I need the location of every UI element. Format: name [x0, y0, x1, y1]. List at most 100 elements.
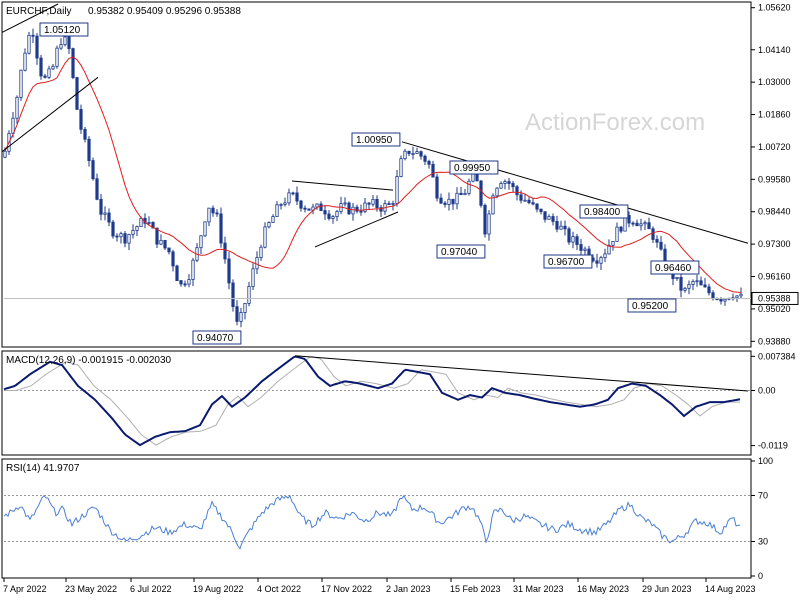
candle-body	[123, 233, 127, 244]
triangle-upper-line	[291, 180, 394, 191]
candle-body	[27, 34, 31, 54]
candle-body	[675, 276, 679, 279]
level-label-box	[449, 160, 499, 175]
candle-body	[603, 253, 607, 259]
candle-body	[259, 246, 263, 258]
candle-body	[459, 192, 463, 196]
level-label-box	[543, 254, 593, 269]
candle-body	[599, 257, 603, 264]
candle-body	[47, 68, 51, 78]
candle-body	[351, 206, 355, 215]
candle-body	[687, 284, 691, 289]
candle-body	[555, 221, 559, 230]
candle-body	[191, 259, 195, 280]
watermark: ActionForex.com	[525, 109, 705, 136]
date-tick-label: 15 Feb 2023	[450, 584, 501, 594]
candle-body	[379, 207, 383, 212]
candle-body	[579, 244, 583, 251]
level-label-box	[579, 204, 629, 219]
candle-body	[683, 287, 687, 291]
current-price-tag	[751, 291, 799, 305]
macd-trendline	[294, 355, 749, 392]
candle-body	[283, 202, 287, 205]
candle-body	[243, 303, 247, 313]
rsi-tick-label: 70	[758, 491, 768, 501]
candle-body	[619, 226, 623, 232]
level-label: 0.95200	[632, 301, 669, 312]
candle-body	[627, 215, 631, 224]
channel-upper-line	[1, 3, 59, 33]
candle-body	[215, 212, 219, 215]
candle-body	[119, 233, 123, 238]
candle-body	[175, 265, 179, 282]
candle-body	[155, 227, 159, 245]
date-tick-label: 23 May 2022	[65, 584, 117, 594]
date-tick-label: 29 Jun 2023	[642, 584, 692, 594]
candle-body	[491, 195, 495, 215]
level-label: 0.98400	[584, 207, 621, 218]
price-tick-label: 0.93880	[758, 336, 791, 346]
candle-body	[255, 257, 259, 270]
candle-body	[611, 241, 615, 246]
candle-body	[127, 233, 131, 244]
candle-body	[723, 298, 727, 302]
candle-body	[523, 199, 527, 202]
candle-body	[343, 202, 347, 205]
candle-body	[463, 192, 467, 196]
candle-body	[183, 283, 187, 286]
level-label-box	[650, 260, 700, 275]
candle-body	[455, 192, 459, 205]
candle-body	[527, 199, 531, 204]
candle-body	[223, 242, 227, 260]
candle-body	[699, 280, 703, 286]
candle-body	[399, 158, 403, 177]
price-series: 1.05120 1.00950 0.99950 0.98400 0.97040 0.967…	[1, 3, 751, 345]
candle-body	[139, 217, 143, 227]
candle-body	[83, 128, 87, 140]
date-tick-label: 6 Jul 2022	[130, 584, 172, 594]
candle-body	[539, 208, 543, 213]
candle-body	[131, 230, 135, 235]
candle-body	[559, 225, 563, 230]
date-tick-label: 17 Nov 2022	[321, 584, 372, 594]
rsi-tick-label: 100	[758, 456, 773, 466]
candle-body	[419, 151, 423, 157]
candle-body	[99, 198, 103, 215]
candle-body	[163, 239, 167, 249]
rsi-tick-label: 0	[758, 571, 763, 581]
candle-body	[87, 138, 91, 161]
candle-body	[219, 213, 223, 244]
level-label-box	[192, 330, 242, 345]
candle-body	[547, 216, 551, 220]
candle-body	[519, 194, 523, 201]
date-tick-label: 7 Apr 2022	[3, 584, 47, 594]
candle-body	[203, 221, 207, 237]
level-label: 0.96700	[548, 257, 585, 268]
price-tick-label: 1.05620	[758, 3, 791, 13]
candle-body	[487, 213, 491, 235]
candle-body	[363, 202, 367, 212]
candle-body	[271, 216, 275, 223]
rsi-tick-label: 30	[758, 537, 768, 547]
price-panel	[1, 1, 752, 348]
candle-body	[615, 226, 619, 242]
macd-panel	[1, 350, 752, 456]
rsi-title: RSI(14) 41.9707	[6, 463, 80, 474]
candle-body	[499, 183, 503, 189]
candle-body	[307, 208, 311, 211]
candle-body	[403, 150, 407, 160]
candle-body	[63, 36, 67, 46]
descending-trendline	[401, 141, 749, 244]
candle-body	[679, 276, 683, 291]
candle-body	[187, 279, 191, 285]
ohlc-readout: 0.95382 0.95409 0.95296 0.95388	[88, 6, 241, 17]
candle-body	[15, 96, 19, 119]
candle-body	[639, 223, 643, 227]
candle-body	[567, 228, 571, 243]
candle-body	[315, 203, 319, 208]
candle-body	[439, 197, 443, 204]
candle-body	[711, 292, 715, 300]
candle-body	[451, 198, 455, 205]
level-label-box	[436, 244, 486, 259]
candle-body	[319, 203, 323, 212]
